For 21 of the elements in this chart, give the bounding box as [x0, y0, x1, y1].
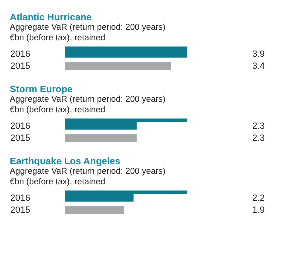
chart-subtitle: Aggregate VaR (return period: 200 years) [10, 94, 166, 104]
chart-subtitle: Aggregate VaR (return period: 200 years) [10, 166, 166, 176]
y-tick-label: 2015 [10, 205, 31, 216]
y-tick-label: 2016 [10, 192, 31, 203]
data-label: 2.3 [252, 120, 265, 131]
data-label: 3.9 [252, 48, 265, 59]
y-tick-label: 2016 [10, 48, 31, 59]
y-tick-label: 2015 [10, 133, 31, 144]
chart-title: Storm Europe [10, 84, 73, 96]
data-label: 3.4 [252, 61, 265, 72]
text: €bn (before tax), retained [10, 32, 106, 42]
y-tick-label: 2016 [10, 120, 31, 131]
data-label: 2.2 [252, 192, 265, 203]
text: €bn (before tax), retained [10, 176, 106, 186]
data-label: 2.3 [252, 133, 265, 144]
chart-subtitle: Aggregate VaR (return period: 200 years) [10, 22, 166, 32]
chart-title: Earthquake Los Angeles [10, 156, 121, 168]
text: €bn (before tax), retained [10, 104, 106, 114]
chart-title: Atlantic Hurricane [10, 12, 92, 24]
data-label: 1.9 [252, 205, 265, 216]
y-tick-label: 2015 [10, 61, 31, 72]
